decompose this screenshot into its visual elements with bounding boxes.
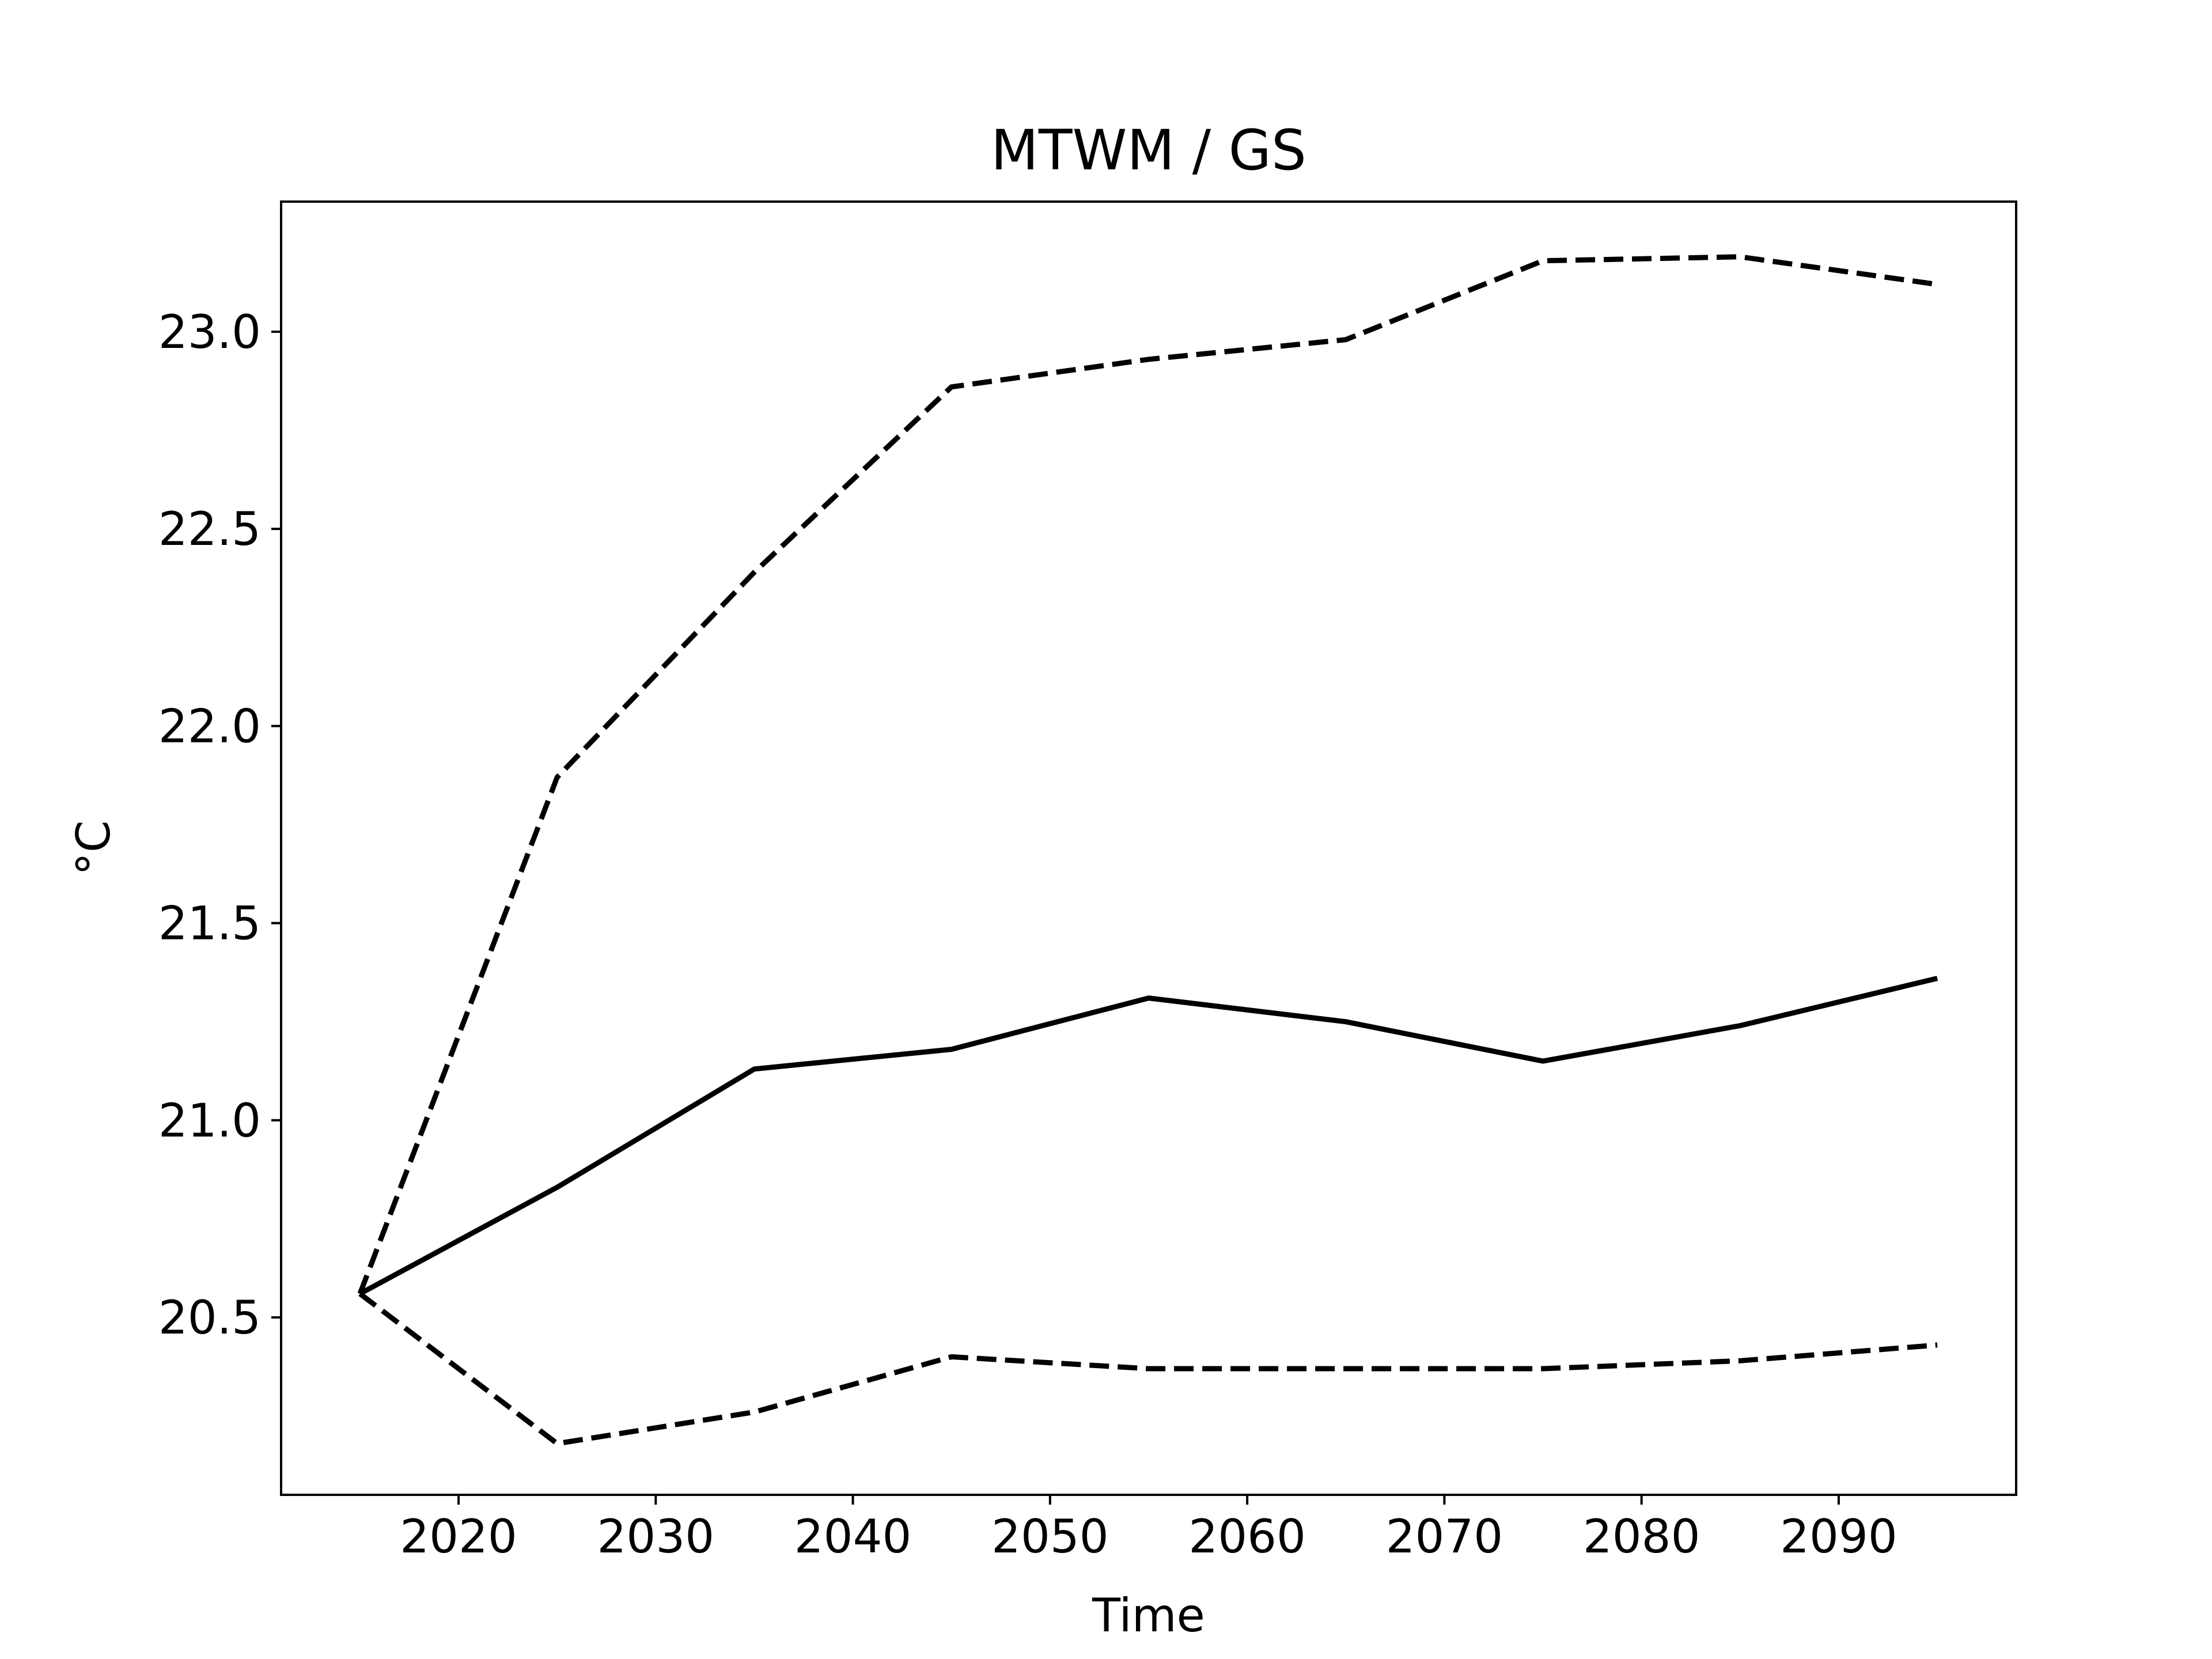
x-tick-label: 2080 xyxy=(1583,1510,1700,1563)
y-tick-label: 22.0 xyxy=(158,699,261,753)
y-tick-label: 20.5 xyxy=(158,1291,261,1344)
plot-frame xyxy=(280,200,2017,1496)
series-line-2-solid xyxy=(358,976,1938,1296)
series-line-1-dashed xyxy=(357,254,1938,1295)
x-tick-label: 2040 xyxy=(794,1510,912,1563)
x-tick-label: 2060 xyxy=(1188,1510,1306,1563)
chart-title: MTWM / GS xyxy=(991,118,1306,183)
series-layer xyxy=(357,254,1938,1446)
x-tick-label: 2030 xyxy=(597,1510,715,1563)
x-tick-label: 2050 xyxy=(991,1510,1109,1563)
x-tick-label: 2090 xyxy=(1780,1510,1897,1563)
y-axis: 20.5 21.0 21.5 22.0 22.5 23.0 xyxy=(158,305,281,1344)
y-axis-label: °C xyxy=(67,820,120,876)
series-line-3-dashed xyxy=(358,1291,1938,1446)
x-tick-label: 2020 xyxy=(400,1510,517,1563)
y-tick-label: 22.5 xyxy=(158,502,261,556)
x-axis: 2020 2030 2040 2050 2060 2070 2080 2090 xyxy=(400,1495,1897,1563)
y-tick-label: 21.5 xyxy=(158,897,261,950)
x-axis-label: Time xyxy=(1092,1589,1205,1642)
y-tick-label: 23.0 xyxy=(158,305,261,359)
x-tick-label: 2070 xyxy=(1386,1510,1503,1563)
y-tick-label: 21.0 xyxy=(158,1094,261,1147)
